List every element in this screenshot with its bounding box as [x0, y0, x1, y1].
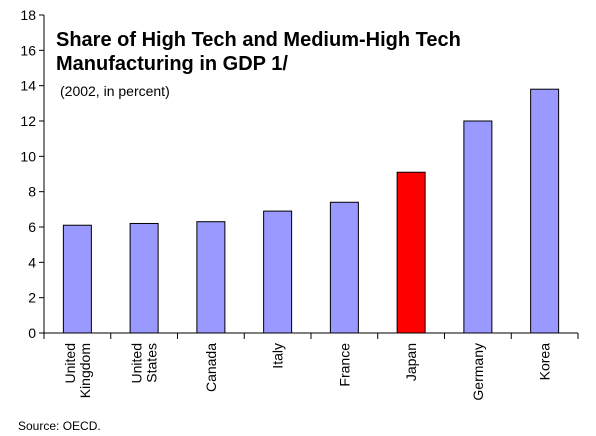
x-tick-label: Korea	[537, 343, 553, 381]
chart-title: Share of High Tech and Medium-High Tech …	[56, 28, 461, 76]
x-tick-label-line: United	[62, 343, 78, 383]
chart-title-line-2: Manufacturing in GDP 1/	[56, 53, 288, 75]
source-note: Source: OECD.	[18, 419, 101, 433]
x-tick-label-line: States	[144, 343, 160, 383]
x-tick-label: Japan	[403, 343, 419, 381]
x-tick-label-line: United	[129, 343, 145, 383]
x-tick-label: Italy	[270, 343, 286, 369]
x-tick-label-line: Japan	[403, 343, 419, 381]
y-tick-label: 10	[20, 148, 36, 164]
y-tick-label: 2	[28, 290, 36, 306]
chart-subtitle: (2002, in percent)	[60, 83, 170, 99]
bar	[129, 222, 159, 334]
bar	[463, 120, 493, 334]
x-tick-label-line: Germany	[470, 343, 486, 401]
y-tick-label: 12	[20, 113, 36, 129]
x-tick-label: France	[336, 343, 352, 387]
y-tick-label: 8	[28, 184, 36, 200]
bar	[263, 210, 293, 334]
x-tick-label-line: Canada	[203, 343, 219, 392]
y-tick-label: 16	[20, 42, 36, 58]
x-tick-label-line: Korea	[537, 343, 553, 381]
bar	[396, 171, 426, 334]
x-tick-label-line: France	[336, 343, 352, 387]
x-tick-label: United States	[129, 343, 160, 383]
bar	[329, 201, 359, 334]
chart-bars	[62, 88, 560, 334]
bar	[62, 224, 92, 334]
y-tick-label: 4	[28, 254, 36, 270]
x-tick-label: United Kingdom	[62, 343, 93, 398]
bar	[196, 221, 226, 334]
y-tick-label: 18	[20, 7, 36, 23]
y-axis-ticks: 0 2 4 6 8 10 12 14 16 18	[20, 7, 44, 341]
bar	[530, 88, 560, 334]
x-tick-label-line: Kingdom	[77, 343, 93, 398]
y-tick-label: 0	[28, 325, 36, 341]
x-axis-labels: United Kingdom United States Canada Italy Fran…	[62, 343, 553, 401]
x-tick-label: Germany	[470, 343, 486, 401]
x-tick-label-line: Italy	[270, 343, 286, 369]
y-tick-label: 14	[20, 78, 36, 94]
x-tick-label: Canada	[203, 343, 219, 392]
chart-title-line-1: Share of High Tech and Medium-High Tech	[56, 29, 461, 51]
y-tick-label: 6	[28, 219, 36, 235]
